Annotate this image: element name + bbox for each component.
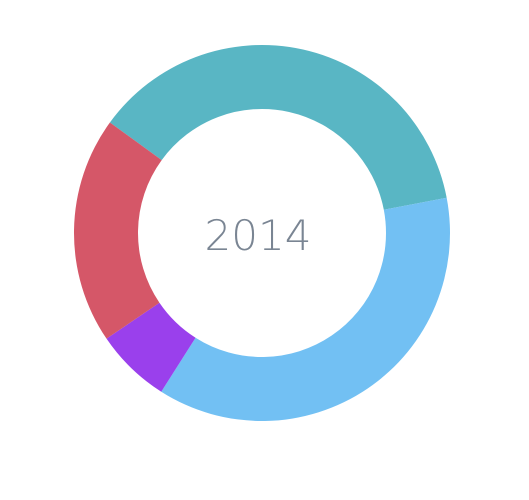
donut-slice-2[interactable] <box>161 197 450 421</box>
donut-slice-3[interactable] <box>106 302 196 392</box>
donut-slice-1[interactable] <box>109 44 447 210</box>
donut-slices <box>74 44 450 421</box>
donut-slice-4[interactable] <box>74 122 162 339</box>
center-year-label: 2014 <box>205 211 312 260</box>
